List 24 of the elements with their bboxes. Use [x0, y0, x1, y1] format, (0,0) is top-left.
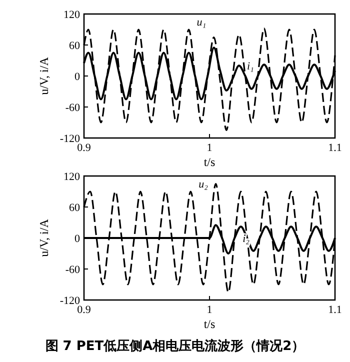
x-tick-label: 1 [206, 304, 212, 316]
y-tick-label: 60 [69, 202, 80, 214]
x-axis-title: t/s [204, 317, 216, 331]
x-tick-label: 1.1 [328, 304, 342, 316]
caption: 图 7 PET低压侧A相电压电流波形（情况2） [45, 338, 305, 354]
y-tick-label: 120 [64, 171, 80, 183]
series-label: u₂ [198, 178, 208, 190]
x-tick-label: 1.1 [328, 142, 342, 154]
x-tick-label: 1 [206, 142, 212, 154]
y-tick-label: -60 [65, 264, 80, 276]
y-tick-label: 60 [69, 40, 80, 52]
y-axis-title: u/V, i/A [37, 218, 51, 257]
y-tick-label: 0 [74, 233, 80, 245]
y-axis-title: u/V, i/A [37, 56, 51, 95]
x-axis-title: t/s [204, 155, 216, 169]
y-tick-label: -60 [65, 102, 80, 114]
series-label: i₁ [246, 60, 254, 73]
y-tick-label: -120 [60, 133, 80, 145]
y-tick-label: -120 [60, 295, 80, 307]
series-label: u₁ [196, 16, 206, 28]
x-tick-label: 0.9 [77, 304, 92, 316]
x-tick-label: 0.9 [77, 142, 92, 154]
y-tick-label: 0 [74, 71, 80, 83]
y-tick-label: 120 [64, 9, 80, 21]
